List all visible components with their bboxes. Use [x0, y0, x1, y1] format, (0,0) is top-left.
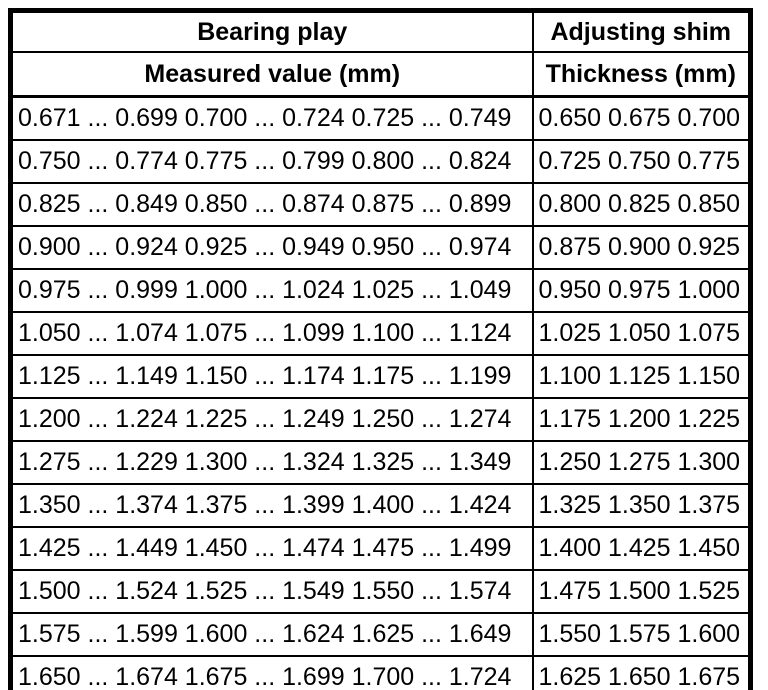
- measured-value-cell: 0.750 ... 0.774 0.775 ... 0.799 0.800 ..…: [9, 139, 534, 184]
- table-row: 0.671 ... 0.699 0.700 ... 0.724 0.725 ..…: [9, 95, 752, 141]
- table-row: 1.500 ... 1.524 1.525 ... 1.549 1.550 ..…: [9, 569, 752, 614]
- measured-value-cell: 1.350 ... 1.374 1.375 ... 1.399 1.400 ..…: [9, 483, 534, 528]
- table-row: 0.900 ... 0.924 0.925 ... 0.949 0.950 ..…: [9, 225, 752, 270]
- thickness-cell: 0.875 0.900 0.925: [531, 225, 752, 270]
- measured-value-cell: 1.200 ... 1.224 1.225 ... 1.249 1.250 ..…: [9, 397, 534, 442]
- thickness-cell: 1.100 1.125 1.150: [531, 354, 752, 399]
- table-body: 0.671 ... 0.699 0.700 ... 0.724 0.725 ..…: [9, 95, 752, 690]
- measured-value-cell: 0.825 ... 0.849 0.850 ... 0.874 0.875 ..…: [9, 182, 534, 227]
- thickness-cell: 1.400 1.425 1.450: [531, 526, 752, 571]
- table-title-row: Bearing play Adjusting shim: [9, 9, 752, 53]
- thickness-cell: 1.025 1.050 1.075: [531, 311, 752, 356]
- table-row: 0.975 ... 0.999 1.000 ... 1.024 1.025 ..…: [9, 268, 752, 313]
- measured-value-cell: 0.900 ... 0.924 0.925 ... 0.949 0.950 ..…: [9, 225, 534, 270]
- table-row: 1.425 ... 1.449 1.450 ... 1.474 1.475 ..…: [9, 526, 752, 571]
- table-row: 1.575 ... 1.599 1.600 ... 1.624 1.625 ..…: [9, 612, 752, 657]
- table-row: 0.750 ... 0.774 0.775 ... 0.799 0.800 ..…: [9, 139, 752, 184]
- measured-value-cell: 1.650 ... 1.674 1.675 ... 1.699 1.700 ..…: [9, 655, 534, 690]
- thickness-cell: 1.475 1.500 1.525: [531, 569, 752, 614]
- measured-value-cell: 1.125 ... 1.149 1.150 ... 1.174 1.175 ..…: [9, 354, 534, 399]
- table-header: Bearing play Adjusting shim Measured val…: [9, 9, 752, 98]
- col-header-adjusting-shim: Adjusting shim: [531, 9, 752, 53]
- measured-value-cell: 1.425 ... 1.449 1.450 ... 1.474 1.475 ..…: [9, 526, 534, 571]
- table-row: 1.350 ... 1.374 1.375 ... 1.399 1.400 ..…: [9, 483, 752, 528]
- col-subheader-thickness: Thickness (mm): [531, 51, 752, 98]
- table-row: 1.650 ... 1.674 1.675 ... 1.699 1.700 ..…: [9, 655, 752, 690]
- thickness-cell: 0.950 0.975 1.000: [531, 268, 752, 313]
- table-row: 1.125 ... 1.149 1.150 ... 1.174 1.175 ..…: [9, 354, 752, 399]
- thickness-cell: 1.250 1.275 1.300: [531, 440, 752, 485]
- table-subtitle-row: Measured value (mm) Thickness (mm): [9, 51, 752, 98]
- thickness-cell: 0.800 0.825 0.850: [531, 182, 752, 227]
- table-row: 1.050 ... 1.074 1.075 ... 1.099 1.100 ..…: [9, 311, 752, 356]
- measured-value-cell: 1.575 ... 1.599 1.600 ... 1.624 1.625 ..…: [9, 612, 534, 657]
- measured-value-cell: 1.050 ... 1.074 1.075 ... 1.099 1.100 ..…: [9, 311, 534, 356]
- col-subheader-measured-value: Measured value (mm): [9, 51, 534, 98]
- bearing-shim-table: Bearing play Adjusting shim Measured val…: [8, 8, 753, 690]
- measured-value-cell: 0.975 ... 0.999 1.000 ... 1.024 1.025 ..…: [9, 268, 534, 313]
- thickness-cell: 1.175 1.200 1.225: [531, 397, 752, 442]
- table-row: 0.825 ... 0.849 0.850 ... 0.874 0.875 ..…: [9, 182, 752, 227]
- thickness-cell: 0.725 0.750 0.775: [531, 139, 752, 184]
- thickness-cell: 1.625 1.650 1.675: [531, 655, 752, 690]
- thickness-cell: 1.550 1.575 1.600: [531, 612, 752, 657]
- table-row: 1.275 ... 1.229 1.300 ... 1.324 1.325 ..…: [9, 440, 752, 485]
- thickness-cell: 1.325 1.350 1.375: [531, 483, 752, 528]
- thickness-cell: 0.650 0.675 0.700: [531, 95, 752, 141]
- measured-value-cell: 0.671 ... 0.699 0.700 ... 0.724 0.725 ..…: [9, 95, 534, 141]
- col-header-bearing-play: Bearing play: [9, 9, 534, 53]
- table-row: 1.200 ... 1.224 1.225 ... 1.249 1.250 ..…: [9, 397, 752, 442]
- measured-value-cell: 1.500 ... 1.524 1.525 ... 1.549 1.550 ..…: [9, 569, 534, 614]
- measured-value-cell: 1.275 ... 1.229 1.300 ... 1.324 1.325 ..…: [9, 440, 534, 485]
